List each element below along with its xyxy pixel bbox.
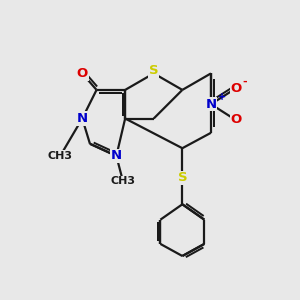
Text: CH3: CH3 <box>110 176 136 186</box>
Text: O: O <box>76 67 88 80</box>
Text: N: N <box>77 112 88 125</box>
Text: +: + <box>218 92 226 102</box>
Text: -: - <box>243 77 248 87</box>
Text: O: O <box>231 82 242 95</box>
Text: N: N <box>111 149 122 162</box>
Text: CH3: CH3 <box>48 151 73 161</box>
Text: S: S <box>178 171 187 184</box>
Text: O: O <box>231 113 242 126</box>
Text: S: S <box>149 64 159 77</box>
Text: N: N <box>206 98 217 111</box>
